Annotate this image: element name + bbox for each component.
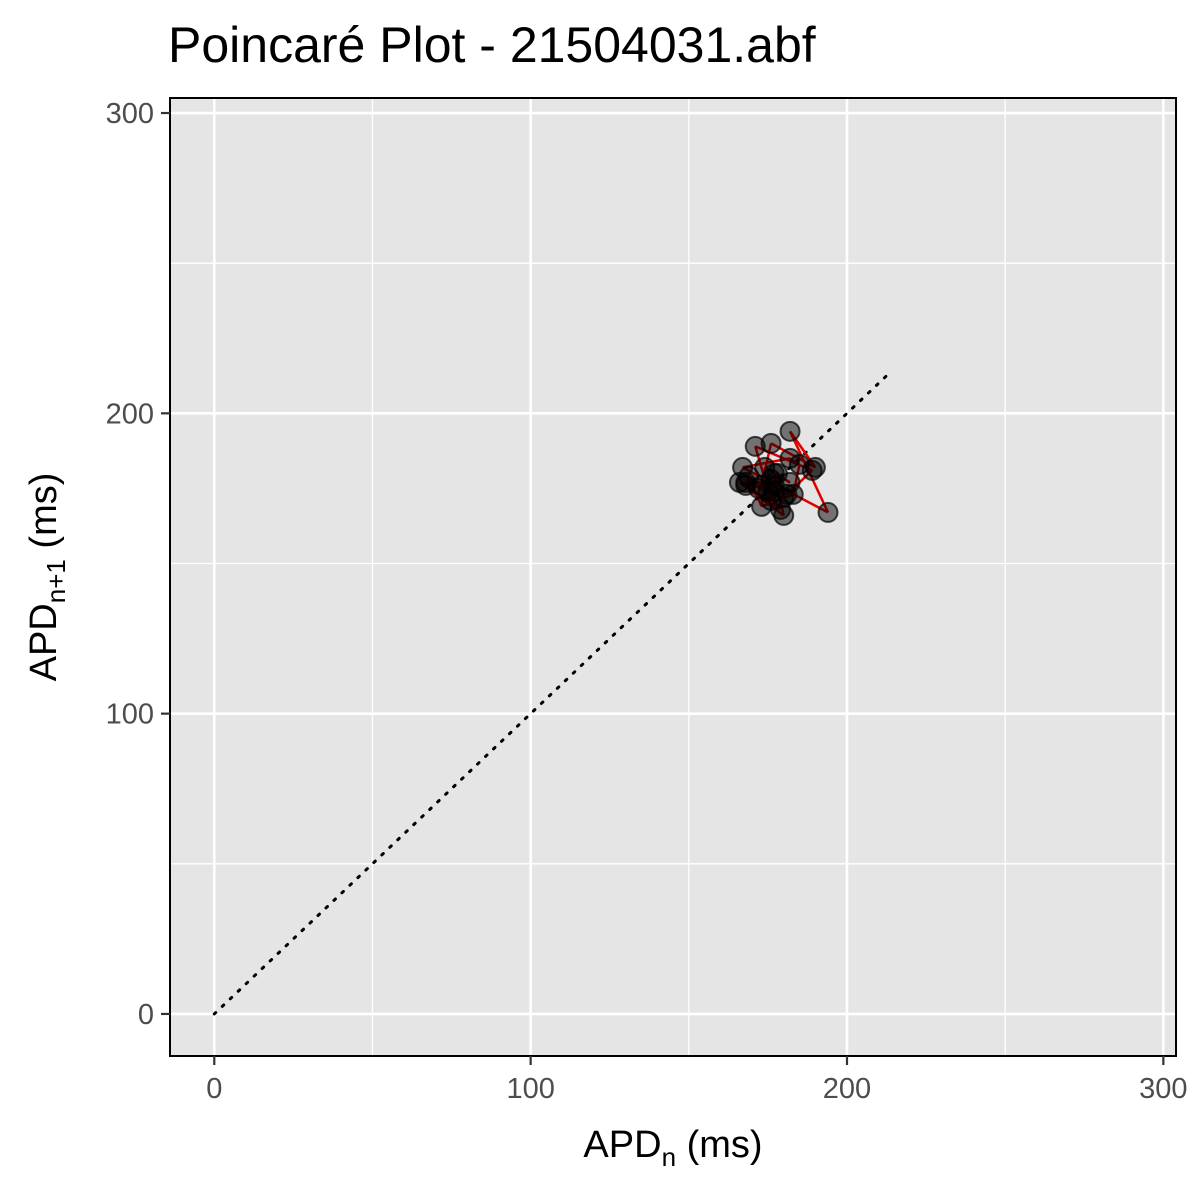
- y-axis-title-base: APD: [23, 603, 65, 681]
- plot-border: [169, 97, 1177, 1057]
- data-point: [773, 504, 795, 526]
- y-tick-label: 200: [106, 398, 154, 430]
- y-tick-label: 300: [106, 98, 154, 130]
- data-point: [779, 420, 801, 442]
- y-tick-label: 100: [106, 699, 154, 731]
- major-gridlines: [170, 98, 1176, 1056]
- identity-line: [212, 369, 893, 1016]
- chart-title: Poincaré Plot - 21504031.abf: [168, 17, 816, 73]
- x-tick-label: 0: [206, 1073, 222, 1105]
- x-axis-title: APDn (ms): [583, 1124, 762, 1172]
- x-axis-title-subscript: n: [662, 1142, 676, 1172]
- x-axis-title-suffix: (ms): [676, 1124, 763, 1166]
- y-tick-label: 0: [138, 999, 154, 1031]
- x-axis-title-base: APD: [583, 1124, 661, 1166]
- data-points: [728, 420, 839, 526]
- data-point: [779, 471, 801, 493]
- data-point: [728, 471, 750, 493]
- x-tick-label: 200: [823, 1073, 871, 1105]
- data-point: [760, 432, 782, 454]
- x-axis: 0 100 200 300: [206, 1056, 1188, 1105]
- y-axis-title-suffix: (ms): [23, 473, 65, 560]
- data-point: [817, 501, 839, 523]
- x-tick-label: 300: [1139, 1073, 1187, 1105]
- data-point: [789, 453, 811, 475]
- x-tick-label: 100: [506, 1073, 554, 1105]
- y-axis-title: APDn+1 (ms): [23, 473, 71, 682]
- data-point: [763, 480, 785, 502]
- y-axis: 0 100 200 300: [106, 98, 170, 1031]
- data-point: [763, 462, 785, 484]
- minor-gridlines: [170, 98, 1176, 1056]
- y-axis-title-subscript: n+1: [41, 559, 71, 603]
- identity-line-group: [212, 369, 893, 1016]
- plot-panel: [170, 98, 1176, 1056]
